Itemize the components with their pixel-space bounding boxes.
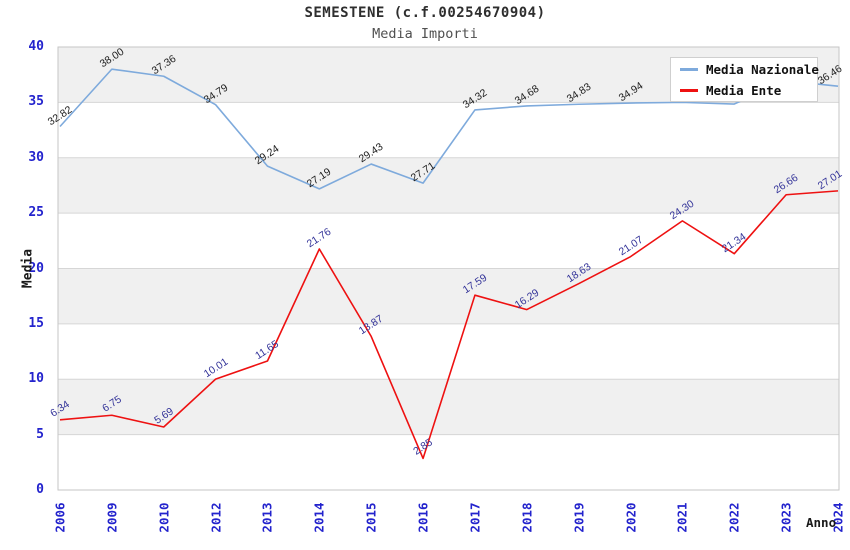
plot-band	[58, 102, 839, 158]
legend-item-media-nazionale: Media Nazionale	[671, 61, 819, 77]
plot-border	[57, 46, 840, 491]
plot-band	[58, 268, 839, 324]
legend-item-media-ente: Media Ente	[671, 83, 817, 98]
plot-band	[58, 379, 839, 435]
series-line-ente	[59, 190, 839, 460]
plot-band	[58, 434, 839, 490]
chart-title: SEMESTENE (c.f.00254670904)	[304, 5, 546, 21]
series-line-nazionale	[59, 68, 839, 190]
plot-band	[58, 157, 839, 214]
x-axis-title: Anno	[806, 515, 837, 530]
plot-band	[58, 323, 839, 380]
legend-label-media-nazionale: Media Nazionale	[706, 61, 819, 77]
line-swatch-blue-icon	[680, 67, 698, 71]
y-axis-title: Media	[20, 248, 36, 289]
chart-subtitle: Media Importi	[372, 26, 478, 42]
legend-label-media-ente: Media Ente	[706, 82, 782, 98]
legend: Media Nazionale Media Ente	[670, 57, 819, 102]
plot-band	[58, 213, 839, 269]
line-swatch-red-icon	[680, 88, 698, 92]
